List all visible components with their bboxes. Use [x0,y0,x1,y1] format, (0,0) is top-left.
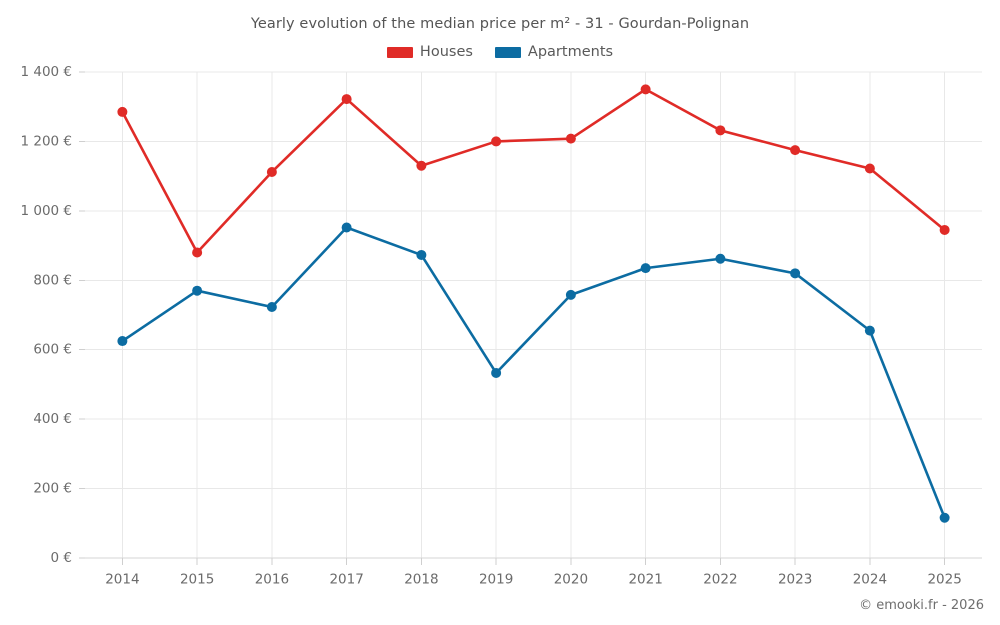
data-point[interactable] [790,145,801,156]
footer-credit: © emooki.fr - 2026 [859,598,984,613]
y-axis-label: 200 € [33,481,72,497]
data-point[interactable] [416,249,427,260]
data-point[interactable] [715,125,726,136]
y-axis-label: 0 € [51,550,72,566]
data-point[interactable] [491,367,502,378]
y-axis-label: 600 € [33,342,72,358]
data-point[interactable] [790,268,801,279]
line-swatch-icon [386,46,413,58]
data-point[interactable] [192,247,203,258]
data-point[interactable] [640,263,651,274]
x-axis-label: 2014 [105,572,139,588]
x-axis-label: 2017 [329,572,363,588]
legend-label-apartments: Apartments [527,44,614,60]
data-point[interactable] [939,512,950,523]
x-axis-label: 2023 [778,572,812,588]
data-point[interactable] [341,94,352,105]
data-series [117,84,950,523]
data-point[interactable] [864,163,875,174]
y-axis-label: 1 000 € [20,203,72,219]
chart-legend: Houses Apartments [0,44,1000,60]
data-point[interactable] [565,133,576,144]
x-axis-label: 2022 [703,572,737,588]
data-point[interactable] [192,285,203,296]
x-axis-label: 2018 [404,572,438,588]
y-axis: 0 € 200 € 400 € 600 € 800 € 1 000 € 1 200 € 1 4… [20,64,85,566]
y-axis-label: 400 € [33,411,72,427]
x-axis-label: 2020 [554,572,588,588]
x-axis-label: 2024 [853,572,887,588]
y-axis-label: 1 400 € [20,64,72,80]
x-axis-label: 2019 [479,572,513,588]
legend-item-houses[interactable]: Houses [386,44,473,60]
data-point[interactable] [565,289,576,300]
data-point[interactable] [117,336,128,347]
data-point[interactable] [416,160,427,171]
data-point[interactable] [266,302,277,313]
data-point[interactable] [266,166,277,177]
legend-item-apartments[interactable]: Apartments [494,44,614,60]
series-line-houses [121,88,946,254]
data-point[interactable] [117,106,128,117]
x-axis-label: 2015 [180,572,214,588]
x-axis-label: 2016 [255,572,289,588]
data-point[interactable] [341,222,352,233]
legend-label-houses: Houses [419,44,473,60]
data-point[interactable] [640,84,651,95]
x-axis-label: 2025 [927,572,961,588]
data-point[interactable] [491,136,502,147]
series-line-apartments [121,226,946,520]
y-axis-label: 1 200 € [20,133,72,149]
data-point[interactable] [715,253,726,264]
line-swatch-icon [494,46,521,58]
data-point[interactable] [939,224,950,235]
chart-title: Yearly evolution of the median price per… [250,16,750,32]
y-axis-label: 800 € [33,272,72,288]
x-axis-label: 2021 [628,572,662,588]
x-axis: 2014 2015 2016 2017 2018 2019 2020 2021 2022 2023… [105,558,962,588]
data-point[interactable] [864,325,875,336]
